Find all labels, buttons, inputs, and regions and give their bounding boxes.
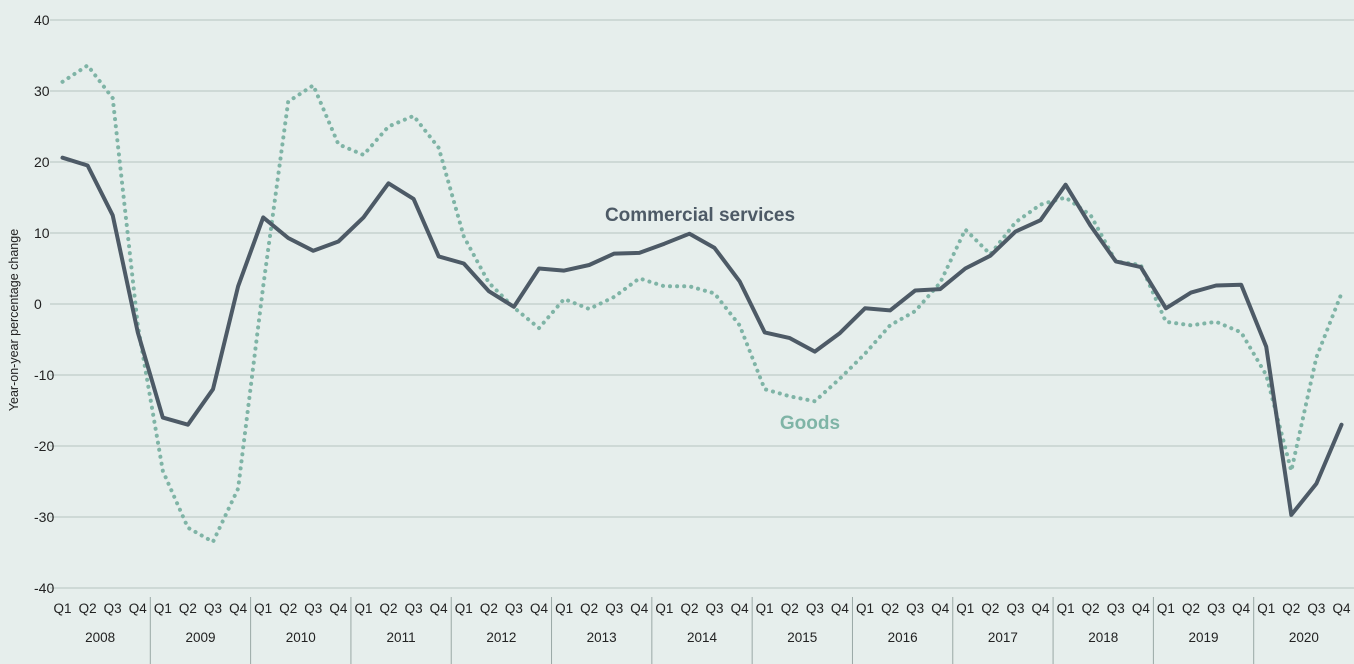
x-tick-label-quarter: Q4 <box>129 601 148 616</box>
x-tick-label-quarter: Q2 <box>1082 601 1100 616</box>
x-tick-label-quarter: Q2 <box>79 601 97 616</box>
y-tick-label: -10 <box>34 367 54 383</box>
y-tick-label: 20 <box>34 154 50 170</box>
x-axis: Q1 Q2 Q3 Q4 2008 Q1 Q2 Q3 Q4 2009 Q1 Q2 Q3 Q4 2010 Q1 Q2… <box>54 597 1351 664</box>
x-tick-label-year: 2016 <box>888 630 918 645</box>
x-tick-label-quarter: Q3 <box>1307 601 1325 616</box>
y-tick-label: 10 <box>34 225 50 241</box>
x-tick-label-quarter: Q3 <box>304 601 322 616</box>
x-tick-label-year: 2017 <box>988 630 1018 645</box>
x-tick-label-quarter: Q4 <box>329 601 348 616</box>
x-tick-label-quarter: Q3 <box>906 601 924 616</box>
x-tick-label-year: 2012 <box>486 630 516 645</box>
x-tick-label-quarter: Q4 <box>1232 601 1251 616</box>
x-tick-label-year: 2015 <box>787 630 817 645</box>
x-tick-label-quarter: Q4 <box>831 601 850 616</box>
y-tick-label: -20 <box>34 438 54 454</box>
x-tick-label-quarter: Q2 <box>480 601 498 616</box>
x-tick-label-quarter: Q4 <box>430 601 449 616</box>
x-tick-label-quarter: Q3 <box>405 601 423 616</box>
x-tick-label-quarter: Q3 <box>1107 601 1125 616</box>
x-tick-label-quarter: Q1 <box>1157 601 1175 616</box>
x-tick-label-quarter: Q2 <box>580 601 598 616</box>
y-tick-label: 30 <box>34 83 50 99</box>
x-tick-label-quarter: Q1 <box>54 601 72 616</box>
x-tick-label-quarter: Q4 <box>731 601 750 616</box>
x-tick-label-quarter: Q2 <box>380 601 398 616</box>
x-tick-label-quarter: Q1 <box>354 601 372 616</box>
x-tick-label-quarter: Q1 <box>154 601 172 616</box>
series-label-goods: Goods <box>780 413 840 434</box>
x-tick-label-quarter: Q2 <box>680 601 698 616</box>
x-tick-label-quarter: Q4 <box>1332 601 1351 616</box>
x-tick-label-year: 2013 <box>587 630 617 645</box>
x-tick-label-quarter: Q3 <box>1207 601 1225 616</box>
x-tick-label-quarter: Q4 <box>1132 601 1151 616</box>
x-tick-label-year: 2011 <box>387 630 416 645</box>
x-tick-label-quarter: Q1 <box>1057 601 1075 616</box>
x-tick-label-quarter: Q2 <box>179 601 197 616</box>
x-tick-label-year: 2010 <box>286 630 316 645</box>
x-tick-label-quarter: Q4 <box>931 601 950 616</box>
series-lines <box>60 63 1344 544</box>
series-label-commercial-services: Commercial services <box>605 205 795 226</box>
x-tick-label-quarter: Q1 <box>655 601 673 616</box>
x-tick-label-quarter: Q1 <box>756 601 774 616</box>
x-tick-label-quarter: Q3 <box>605 601 623 616</box>
x-tick-label-year: 2014 <box>687 630 718 645</box>
x-tick-label-quarter: Q2 <box>1282 601 1300 616</box>
x-tick-label-year: 2008 <box>85 630 115 645</box>
x-tick-label-quarter: Q2 <box>781 601 799 616</box>
x-tick-label-quarter: Q4 <box>530 601 549 616</box>
x-tick-label-quarter: Q2 <box>881 601 899 616</box>
x-tick-label-quarter: Q4 <box>229 601 248 616</box>
y-tick-label: 40 <box>34 12 50 28</box>
y-tick-label: 0 <box>34 296 42 312</box>
x-tick-label-quarter: Q4 <box>1032 601 1051 616</box>
x-tick-label-quarter: Q1 <box>455 601 473 616</box>
x-tick-label-quarter: Q1 <box>1257 601 1275 616</box>
x-tick-label-quarter: Q1 <box>956 601 974 616</box>
x-tick-label-quarter: Q3 <box>706 601 724 616</box>
y-tick-label: -40 <box>34 580 54 596</box>
x-tick-label-year: 2009 <box>185 630 215 645</box>
x-tick-label-quarter: Q1 <box>856 601 874 616</box>
x-tick-label-quarter: Q1 <box>555 601 573 616</box>
x-tick-label-quarter: Q3 <box>104 601 122 616</box>
x-tick-label-quarter: Q3 <box>1006 601 1024 616</box>
x-tick-label-quarter: Q4 <box>630 601 649 616</box>
x-tick-label-quarter: Q3 <box>806 601 824 616</box>
x-tick-label-year: 2019 <box>1189 630 1219 645</box>
x-tick-label-quarter: Q2 <box>1182 601 1200 616</box>
x-tick-label-quarter: Q2 <box>981 601 999 616</box>
gridlines <box>50 19 1354 589</box>
x-tick-label-quarter: Q3 <box>204 601 222 616</box>
series-line-commercial-services <box>60 155 1344 517</box>
y-axis-label: Year-on-year percentage change <box>7 229 21 411</box>
y-axis-ticks: 40 30 20 10 0 -10 -20 -30 -40 <box>34 12 54 596</box>
x-tick-label-year: 2020 <box>1289 630 1319 645</box>
x-tick-label-quarter: Q3 <box>505 601 523 616</box>
x-tick-label-quarter: Q2 <box>279 601 297 616</box>
x-tick-label-year: 2018 <box>1088 630 1118 645</box>
x-tick-label-quarter: Q1 <box>254 601 272 616</box>
y-tick-label: -30 <box>34 509 54 525</box>
